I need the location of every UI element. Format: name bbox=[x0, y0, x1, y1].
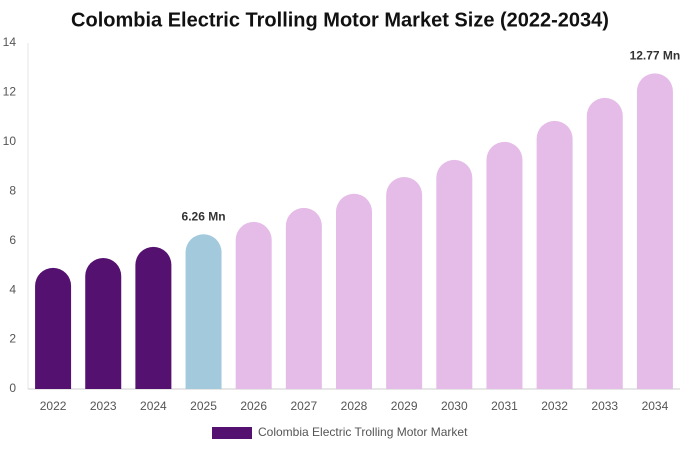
y-tick-label: 2 bbox=[9, 332, 16, 346]
x-tick-label: 2028 bbox=[341, 399, 368, 413]
bar bbox=[85, 258, 122, 389]
bar bbox=[386, 176, 423, 389]
bar bbox=[486, 141, 523, 389]
y-tick-label: 10 bbox=[3, 134, 17, 148]
x-tick-label: 2031 bbox=[491, 399, 518, 413]
x-tick-label: 2023 bbox=[90, 399, 117, 413]
chart-title: Colombia Electric Trolling Motor Market … bbox=[71, 9, 609, 31]
bar bbox=[586, 97, 623, 389]
x-tick-label: 2032 bbox=[541, 399, 568, 413]
y-tick-label: 6 bbox=[9, 233, 16, 247]
x-tick-label: 2022 bbox=[40, 399, 67, 413]
bar bbox=[35, 267, 72, 389]
y-tick-label: 0 bbox=[9, 381, 16, 395]
x-tick-label: 2029 bbox=[391, 399, 418, 413]
legend-label: Colombia Electric Trolling Motor Market bbox=[258, 425, 468, 439]
bar bbox=[235, 221, 272, 389]
x-tick-label: 2033 bbox=[591, 399, 618, 413]
x-tick-label: 2030 bbox=[441, 399, 468, 413]
bar bbox=[436, 159, 473, 389]
bar bbox=[285, 207, 322, 389]
bar bbox=[185, 234, 222, 389]
bar bbox=[536, 120, 573, 389]
x-tick-label: 2025 bbox=[190, 399, 217, 413]
y-tick-label: 12 bbox=[3, 85, 17, 99]
data-label: 12.77 Mn bbox=[630, 49, 680, 63]
y-tick-label: 8 bbox=[9, 183, 16, 197]
x-tick-label: 2026 bbox=[240, 399, 267, 413]
bar bbox=[336, 193, 372, 389]
bar bbox=[636, 73, 673, 390]
y-tick-label: 4 bbox=[9, 282, 16, 296]
x-tick-label: 2024 bbox=[140, 399, 167, 413]
y-tick-label: 14 bbox=[3, 35, 17, 49]
x-tick-label: 2034 bbox=[642, 399, 669, 413]
data-label: 6.26 Mn bbox=[182, 209, 226, 223]
legend-swatch bbox=[212, 427, 252, 439]
bar bbox=[135, 246, 172, 389]
x-tick-label: 2027 bbox=[290, 399, 317, 413]
